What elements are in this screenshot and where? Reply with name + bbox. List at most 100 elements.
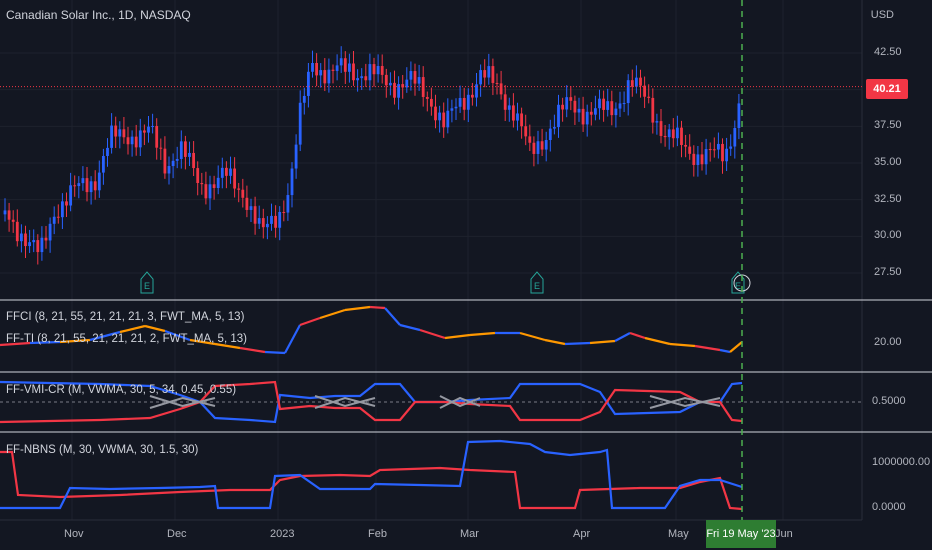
candle — [204, 171, 208, 205]
candle — [175, 146, 179, 169]
nbns-red-line — [0, 450, 743, 511]
candle — [81, 166, 85, 191]
vmi-neutral-segment — [649, 395, 721, 408]
candle — [397, 76, 400, 110]
candle — [372, 57, 376, 87]
candle — [495, 73, 499, 95]
candle — [409, 61, 413, 91]
candle — [725, 137, 728, 172]
candle — [708, 142, 712, 162]
ffci-segment — [59, 338, 91, 344]
candle-body — [639, 77, 642, 86]
ffci-segment — [729, 341, 743, 353]
candle — [557, 94, 560, 138]
candle — [569, 85, 573, 111]
candle-body — [626, 80, 630, 104]
candle-body — [130, 136, 134, 145]
candle-body — [516, 113, 519, 121]
candle — [544, 131, 548, 162]
candle — [524, 114, 528, 146]
candle — [331, 64, 335, 84]
ffci-segment — [669, 342, 696, 348]
candle — [48, 217, 52, 253]
candle — [93, 170, 97, 200]
candle-body — [192, 152, 195, 169]
candle — [118, 121, 122, 149]
candle-body — [155, 126, 159, 148]
candle-body — [151, 126, 154, 128]
indicator-panes — [0, 305, 862, 511]
candle-body — [282, 211, 286, 213]
candle — [229, 156, 232, 184]
ffci-segment — [419, 328, 446, 340]
candle-body — [52, 216, 56, 224]
candle-body — [610, 101, 614, 116]
earnings-marker: E — [530, 271, 544, 294]
candle-body — [659, 121, 663, 136]
candle-body — [245, 197, 249, 210]
candle — [147, 115, 150, 143]
time-tick-label: Dec — [167, 528, 187, 540]
candle — [237, 182, 241, 203]
candle — [307, 62, 310, 108]
candle — [737, 93, 741, 140]
vmi-neutral-segment — [149, 396, 216, 409]
nbns-axis-tick-high: 1000000.00 — [872, 456, 931, 468]
candle — [163, 136, 167, 179]
ffci-segment — [444, 333, 471, 340]
candle — [32, 229, 36, 253]
candle — [651, 88, 655, 134]
earnings-shape — [140, 271, 154, 294]
candle — [327, 58, 331, 93]
candle-body — [438, 112, 441, 121]
candle-body — [581, 108, 585, 125]
candle-body — [630, 80, 634, 87]
candle — [553, 114, 556, 135]
candle — [717, 132, 720, 159]
candle-body — [290, 168, 294, 196]
candle-body — [729, 146, 733, 149]
candle-body — [110, 125, 113, 148]
symbol-title[interactable]: Canadian Solar Inc., 1D, NASDAQ — [6, 8, 191, 22]
nbns-axis-tick-zero: 0.0000 — [872, 501, 906, 513]
candle-body — [712, 149, 716, 151]
ffci-label[interactable]: FFCI (8, 21, 55, 21, 21, 21, 3, FWT_MA, … — [6, 311, 245, 323]
candle-body — [143, 130, 146, 133]
candle — [471, 82, 474, 106]
ffci-segment — [399, 323, 421, 332]
candle-body — [126, 137, 130, 145]
candle-body — [733, 128, 737, 147]
candle-body — [401, 84, 405, 88]
time-tick-label: Jun — [775, 528, 793, 540]
ffci-segment — [89, 330, 121, 342]
candle-body — [331, 69, 335, 71]
candle — [528, 124, 532, 152]
candle-body — [339, 58, 343, 66]
vmi-label[interactable]: FF-VMI-CR (M, VWMA, 30, 5, 34, 0.45, 0.5… — [6, 384, 237, 396]
candle — [319, 63, 323, 88]
candle — [462, 87, 466, 121]
ffti-label[interactable]: FF-TI (8, 21, 55, 21, 21, 21, 2, FWT_MA,… — [6, 333, 247, 345]
ffci-segment — [369, 305, 386, 310]
candle-body — [466, 94, 470, 110]
candle-body — [348, 63, 351, 72]
candle-body — [495, 82, 499, 84]
candle — [405, 67, 409, 93]
candle — [216, 165, 220, 195]
price-tick-label: 30.00 — [874, 229, 902, 242]
nbns-label[interactable]: FF-NBNS (M, 30, VWMA, 30, 1.5, 30) — [6, 444, 199, 456]
time-tick-label: Nov — [64, 528, 84, 540]
vmi-red-line — [0, 380, 743, 424]
candle — [688, 134, 692, 160]
candle — [249, 198, 253, 223]
ffci-axis-tick: 20.00 — [874, 336, 902, 348]
candle-body — [594, 108, 597, 115]
candle — [458, 85, 462, 113]
candle-body — [491, 66, 495, 83]
candle — [733, 120, 737, 159]
candle-body — [417, 77, 421, 84]
candle — [602, 90, 605, 122]
candle-body — [721, 143, 724, 162]
candle-body — [671, 129, 675, 139]
